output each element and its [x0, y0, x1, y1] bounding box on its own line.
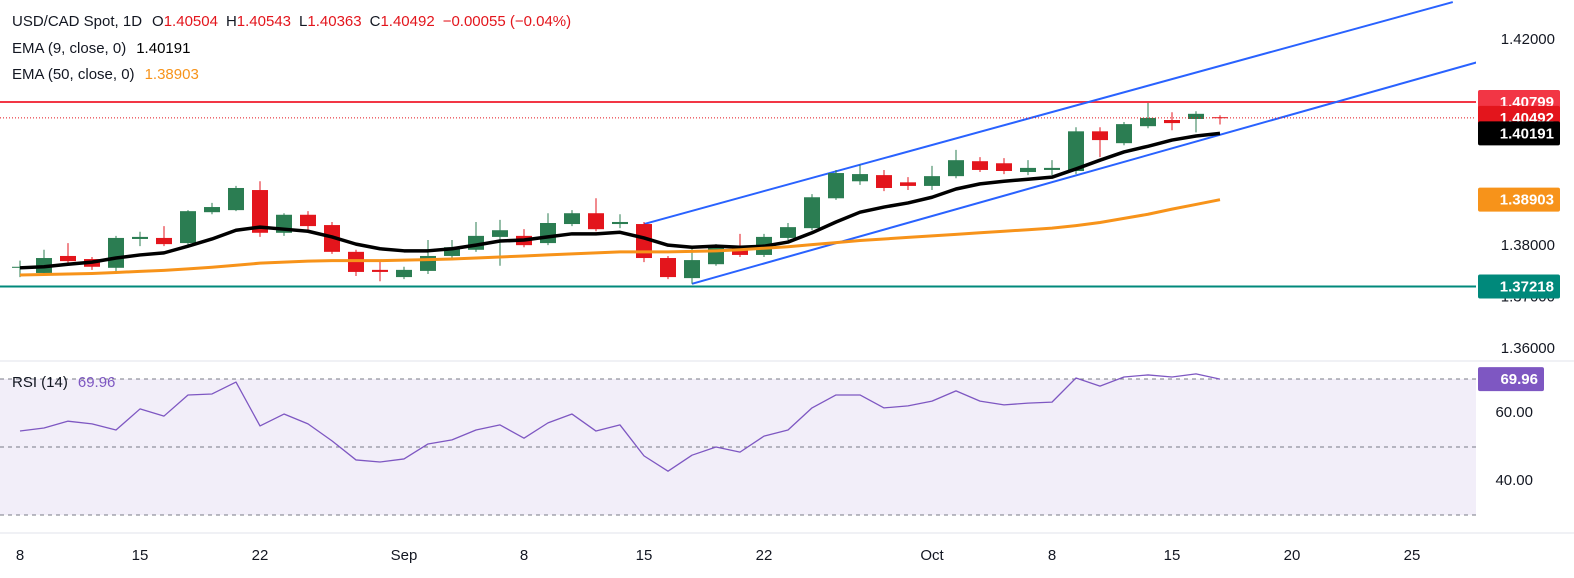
- ema-price-label: 1.40191: [1500, 125, 1554, 142]
- legend-line: EMA (9, close, 0) 1.40191: [12, 40, 190, 57]
- trend-line: [691, 61, 1476, 285]
- candle-body: [1164, 120, 1180, 124]
- level-price-label-box: [1478, 274, 1560, 299]
- candle-body: [300, 214, 316, 227]
- axes: 1.420001.380001.370001.3600060.0040.0081…: [16, 31, 1560, 564]
- ohlc-key: C: [370, 13, 381, 30]
- candle-body: [996, 163, 1012, 171]
- candle-body: [852, 174, 868, 182]
- candle-body: [1140, 117, 1156, 127]
- y-tick-label: 1.36000: [1501, 340, 1555, 357]
- candle-body: [180, 211, 196, 244]
- candle-body: [684, 260, 700, 279]
- candle-body: [564, 213, 580, 225]
- candle-body: [924, 176, 940, 186]
- x-tick-label: 8: [1048, 547, 1056, 564]
- symbol-title: USD/CAD Spot, 1D: [12, 13, 142, 30]
- candle-body: [1020, 167, 1036, 173]
- x-tick-label: 22: [756, 547, 773, 564]
- x-tick-label: 15: [636, 547, 653, 564]
- price-pane: [0, 1, 1476, 288]
- rsi-value-label-box: [1478, 367, 1544, 392]
- y-tick-label: 1.38000: [1501, 237, 1555, 254]
- x-tick-label: 15: [132, 547, 149, 564]
- candle-body: [612, 221, 628, 225]
- x-tick-label: 15: [1164, 547, 1181, 564]
- candle-body: [1212, 117, 1228, 119]
- legend: USD/CAD Spot, 1D O1.40504 H1.40543 L1.40363…: [12, 13, 571, 391]
- ohlc-key: H: [226, 13, 237, 30]
- ohlc-value: 1.40492: [380, 13, 434, 30]
- x-tick-label: 8: [16, 547, 24, 564]
- candle-body: [108, 237, 124, 268]
- x-tick-label: 22: [252, 547, 269, 564]
- candle-body: [252, 190, 268, 233]
- candle-body: [1044, 167, 1060, 170]
- candle-body: [1092, 131, 1108, 141]
- indicator-value: 1.40191: [136, 40, 190, 57]
- ema-line: [19, 131, 1221, 270]
- ema-price-label-box: [1478, 121, 1560, 146]
- trend-line: [643, 1, 1454, 225]
- candle-body: [972, 161, 988, 170]
- candle-body: [1068, 131, 1084, 171]
- ema-price-label: 1.38903: [1500, 192, 1554, 209]
- ohlc-key: L: [299, 13, 307, 30]
- candle-body: [492, 230, 508, 237]
- candle-body: [660, 258, 676, 278]
- rsi-value-label: 69.96: [1500, 371, 1538, 388]
- x-tick-label: 8: [520, 547, 528, 564]
- legend-line: RSI (14) 69.96: [12, 374, 115, 391]
- candle-body: [828, 173, 844, 199]
- candle-body: [588, 213, 604, 230]
- rsi-tick-label: 40.00: [1495, 472, 1533, 489]
- candle-body: [156, 237, 172, 245]
- ohlc-value: 1.40504: [164, 13, 218, 30]
- indicator-name: RSI (14): [12, 374, 68, 391]
- candle-body: [132, 236, 148, 239]
- level-price-label: 1.37218: [1500, 278, 1554, 295]
- x-tick-label: Oct: [920, 547, 944, 564]
- legend-line: EMA (50, close, 0) 1.38903: [12, 66, 199, 83]
- candle-body: [804, 197, 820, 229]
- candle-body: [876, 175, 892, 188]
- candle-body: [948, 160, 964, 177]
- candle-body: [780, 227, 796, 238]
- candle-body: [372, 269, 388, 272]
- candle-body: [396, 269, 412, 278]
- ema-price-label-box: [1478, 187, 1560, 212]
- change-value: −0.00055 (−0.04%): [443, 13, 571, 30]
- candle-body: [540, 223, 556, 244]
- candle-body: [444, 247, 460, 256]
- x-tick-label: 25: [1404, 547, 1421, 564]
- rsi-tick-label: 60.00: [1495, 404, 1533, 421]
- y-tick-label: 1.42000: [1501, 31, 1555, 48]
- candle-body: [1188, 113, 1204, 119]
- ohlc-value: 1.40363: [307, 13, 361, 30]
- x-tick-label: 20: [1284, 547, 1301, 564]
- ohlc-key: O: [152, 13, 164, 30]
- indicator-name: EMA (9, close, 0): [12, 40, 126, 57]
- candle-body: [900, 182, 916, 186]
- candle-body: [204, 207, 220, 213]
- indicator-value: 69.96: [78, 374, 116, 391]
- candle-body: [1116, 124, 1132, 144]
- legend-line: USD/CAD Spot, 1D O1.40504 H1.40543 L1.40363…: [12, 13, 571, 30]
- x-tick-label: Sep: [391, 547, 418, 564]
- rsi-line: [19, 373, 1221, 472]
- candle-body: [636, 224, 652, 259]
- candle-body: [228, 187, 244, 211]
- rsi-pane: [0, 373, 1476, 516]
- indicator-value: 1.38903: [145, 66, 199, 83]
- indicator-name: EMA (50, close, 0): [12, 66, 135, 83]
- ema-line: [19, 198, 1221, 277]
- candle-body: [708, 246, 724, 265]
- candle-body: [60, 255, 76, 262]
- ohlc-value: 1.40543: [237, 13, 291, 30]
